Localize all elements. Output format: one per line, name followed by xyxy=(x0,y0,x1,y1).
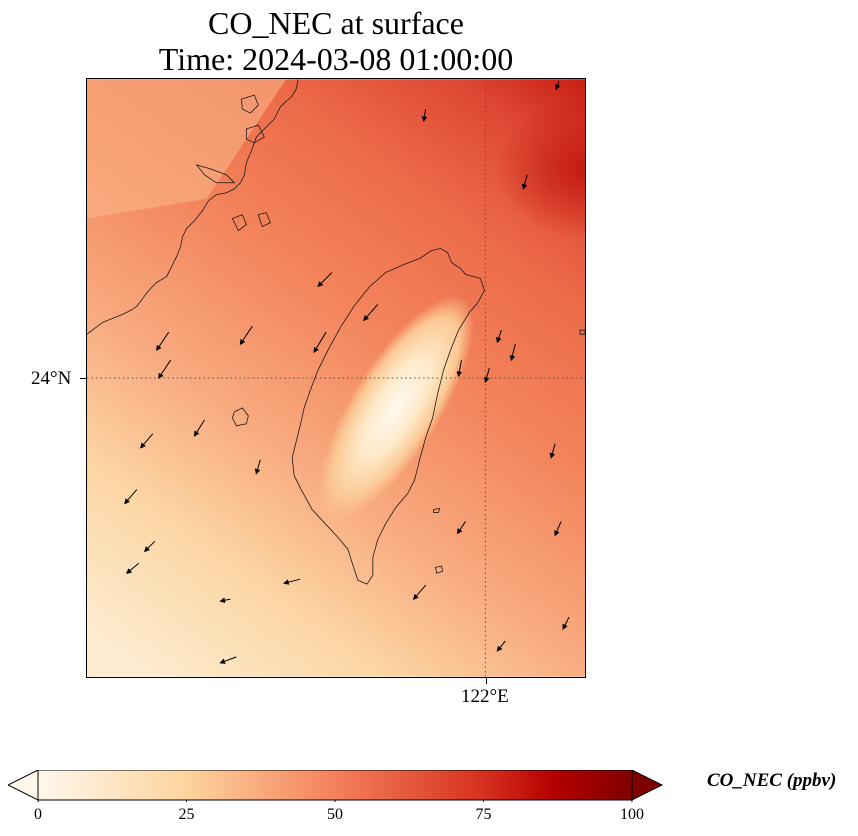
penghu-island xyxy=(231,407,249,427)
wind-vectors xyxy=(124,81,570,664)
wind-arrow-head xyxy=(363,315,369,322)
wind-arrow-head xyxy=(219,658,226,664)
wind-arrow-head xyxy=(124,498,130,505)
wind-arrow-head xyxy=(521,183,528,190)
latitude-label: 24°N xyxy=(31,368,72,389)
orchid-island xyxy=(435,565,444,574)
wind-arrow-head xyxy=(254,468,261,475)
colorbar-label: CO_NEC (ppbv) xyxy=(707,770,837,791)
graticule xyxy=(87,79,585,677)
island xyxy=(579,329,585,335)
colorbar-min-extension xyxy=(8,770,39,801)
fujian-coastline xyxy=(87,79,299,335)
colorbar-tick-label: 0 xyxy=(34,806,42,823)
colorbar xyxy=(8,770,664,802)
colorbar-gradient xyxy=(38,770,632,800)
colorbar-tick-label: 75 xyxy=(475,806,492,823)
wind-arrow-head xyxy=(219,597,226,603)
wind-arrow-head xyxy=(193,430,200,437)
map-time-subtitle: Time: 2024-03-08 01:00:00 xyxy=(158,41,514,77)
wind-arrow-head xyxy=(496,645,503,652)
green-island xyxy=(433,507,441,513)
island xyxy=(240,94,259,114)
colorbar-tick-label: 100 xyxy=(620,806,644,823)
wind-arrow-head xyxy=(555,83,561,91)
island xyxy=(231,214,247,232)
northeast-high-region xyxy=(495,99,585,239)
wind-arrow-head xyxy=(156,344,162,352)
wind-arrow-head xyxy=(313,346,319,354)
wind-arrow-head xyxy=(509,355,516,362)
wind-arrow-head xyxy=(456,528,463,535)
wind-arrow-head xyxy=(483,376,490,384)
map-title: CO_NEC at surface xyxy=(208,5,464,41)
longitude-label: 122°E xyxy=(461,686,509,707)
northwest-band xyxy=(87,79,287,219)
island xyxy=(195,164,236,184)
lon-tick-mark xyxy=(486,678,487,684)
wind-arrow-head xyxy=(143,546,150,553)
map-canvas xyxy=(87,79,585,677)
wind-arrow-head xyxy=(317,281,324,288)
colorbar-tick-label: 50 xyxy=(327,806,343,823)
wind-arrow-head xyxy=(554,530,560,537)
wind-arrow-head xyxy=(125,568,133,574)
wind-arrow-head xyxy=(412,593,419,600)
island xyxy=(245,124,265,144)
wind-arrow-head xyxy=(421,116,428,123)
lat-tick-mark xyxy=(80,378,86,379)
wind-arrow-head xyxy=(140,442,146,449)
colorbar-max-extension xyxy=(631,770,664,801)
wind-arrow-head xyxy=(496,337,502,344)
wind-arrow-head xyxy=(456,371,463,378)
wind-arrow-head xyxy=(562,623,568,630)
wind-arrow-head xyxy=(239,338,246,346)
coastlines xyxy=(87,79,585,585)
wind-arrow-head xyxy=(283,579,290,585)
wind-arrow-head xyxy=(158,372,164,379)
map-panel xyxy=(86,78,586,678)
low-concentration-plume xyxy=(317,295,475,521)
wind-arrow-head xyxy=(549,452,556,459)
taiwan-coastline xyxy=(291,248,485,585)
island xyxy=(257,212,271,228)
colorbar-tick-label: 25 xyxy=(178,806,195,823)
